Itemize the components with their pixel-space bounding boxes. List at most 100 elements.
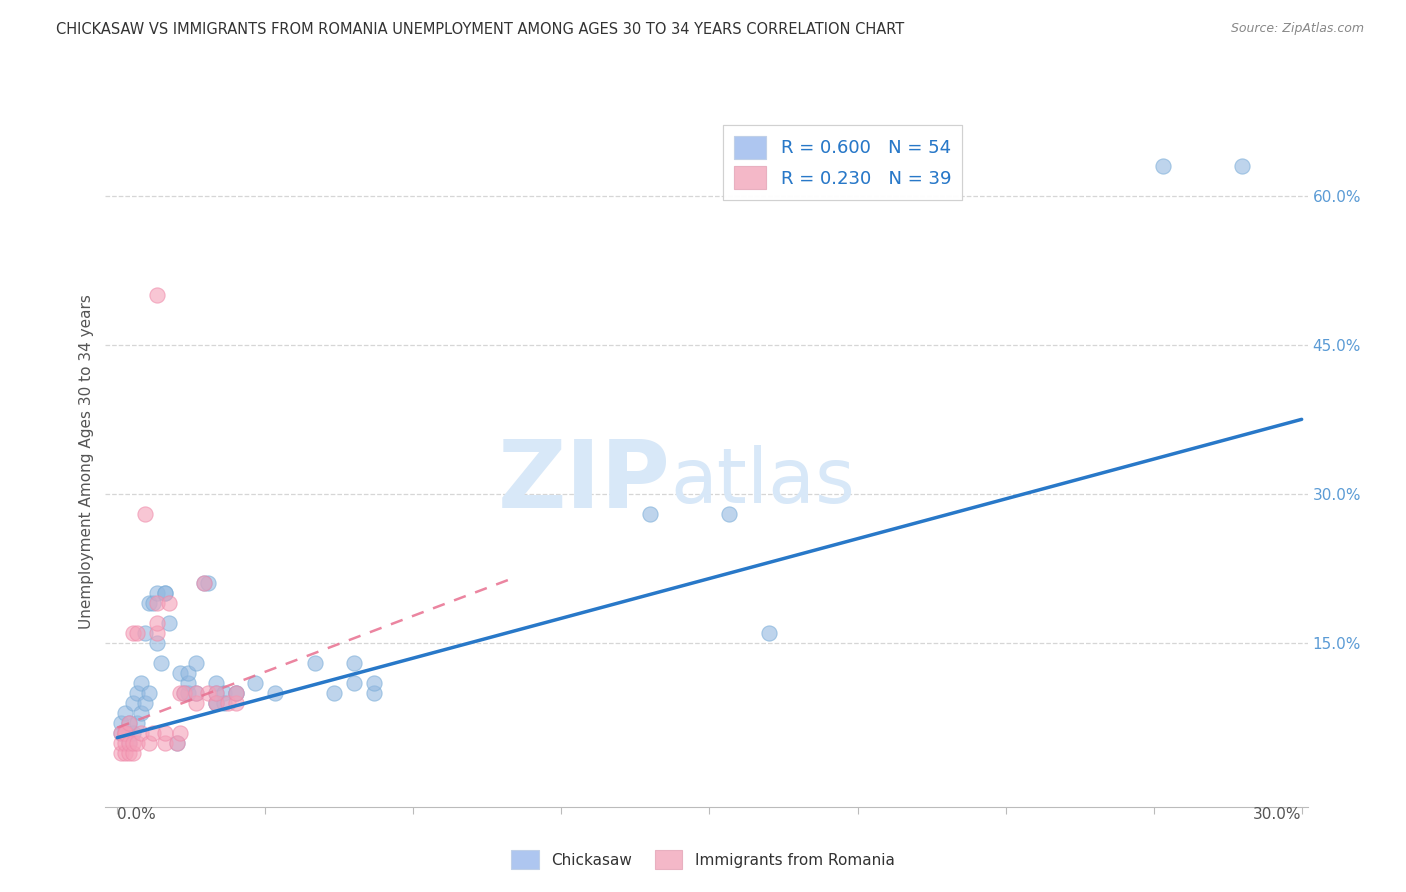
Point — [173, 686, 195, 700]
Point — [193, 576, 215, 591]
Point — [205, 696, 228, 710]
Point — [146, 636, 169, 650]
Text: 0.0%: 0.0% — [117, 807, 156, 822]
Point — [138, 736, 160, 750]
Point — [323, 686, 346, 700]
Point — [173, 686, 195, 700]
Point — [153, 736, 176, 750]
Point — [153, 586, 176, 600]
Point — [205, 696, 228, 710]
Point — [177, 686, 200, 700]
Point — [169, 686, 191, 700]
Point — [166, 736, 188, 750]
Point — [225, 686, 247, 700]
Point — [205, 676, 228, 690]
Point — [186, 686, 208, 700]
Point — [177, 676, 200, 690]
Point — [146, 288, 169, 302]
Point — [146, 616, 169, 631]
Point — [149, 656, 172, 670]
Text: Source: ZipAtlas.com: Source: ZipAtlas.com — [1230, 22, 1364, 36]
Point — [363, 686, 385, 700]
Point — [1153, 159, 1175, 173]
Point — [146, 586, 169, 600]
Point — [114, 706, 136, 720]
Point — [122, 626, 145, 640]
Point — [193, 576, 215, 591]
Y-axis label: Unemployment Among Ages 30 to 34 years: Unemployment Among Ages 30 to 34 years — [79, 294, 94, 629]
Point — [122, 736, 145, 750]
Point — [205, 686, 228, 700]
Point — [134, 626, 156, 640]
Point — [122, 725, 145, 739]
Point — [110, 746, 132, 760]
Point — [157, 596, 180, 610]
Point — [212, 696, 235, 710]
Point — [114, 725, 136, 739]
Point — [197, 686, 219, 700]
Point — [225, 686, 247, 700]
Point — [110, 725, 132, 739]
Point — [343, 676, 366, 690]
Point — [758, 626, 780, 640]
Point — [153, 725, 176, 739]
Point — [114, 725, 136, 739]
Point — [186, 686, 208, 700]
Point — [118, 736, 141, 750]
Point — [146, 596, 169, 610]
Point — [110, 715, 132, 730]
Point — [245, 676, 267, 690]
Point — [166, 736, 188, 750]
Point — [212, 686, 235, 700]
Point — [134, 696, 156, 710]
Point — [186, 656, 208, 670]
Point — [134, 507, 156, 521]
Point — [225, 686, 247, 700]
Point — [304, 656, 326, 670]
Point — [110, 736, 132, 750]
Point — [142, 725, 165, 739]
Point — [129, 706, 152, 720]
Point — [125, 736, 148, 750]
Point — [146, 626, 169, 640]
Point — [118, 746, 141, 760]
Point — [118, 715, 141, 730]
Point — [363, 676, 385, 690]
Point — [205, 686, 228, 700]
Point — [122, 696, 145, 710]
Text: ZIP: ZIP — [498, 436, 671, 528]
Point — [125, 626, 148, 640]
Point — [169, 665, 191, 680]
Point — [343, 656, 366, 670]
Point — [186, 696, 208, 710]
Point — [138, 686, 160, 700]
Point — [153, 586, 176, 600]
Point — [110, 725, 132, 739]
Point — [129, 676, 152, 690]
Point — [169, 725, 191, 739]
Point — [125, 686, 148, 700]
Point — [142, 596, 165, 610]
Text: CHICKASAW VS IMMIGRANTS FROM ROMANIA UNEMPLOYMENT AMONG AGES 30 TO 34 YEARS CORR: CHICKASAW VS IMMIGRANTS FROM ROMANIA UNE… — [56, 22, 904, 37]
Point — [138, 596, 160, 610]
Point — [129, 725, 152, 739]
Point — [118, 715, 141, 730]
Legend: R = 0.600   N = 54, R = 0.230   N = 39: R = 0.600 N = 54, R = 0.230 N = 39 — [723, 125, 962, 201]
Point — [118, 736, 141, 750]
Point — [205, 696, 228, 710]
Legend: Chickasaw, Immigrants from Romania: Chickasaw, Immigrants from Romania — [505, 844, 901, 875]
Point — [157, 616, 180, 631]
Point — [122, 746, 145, 760]
Point — [217, 696, 239, 710]
Point — [177, 665, 200, 680]
Point — [718, 507, 741, 521]
Point — [114, 746, 136, 760]
Text: atlas: atlas — [671, 445, 855, 519]
Point — [197, 576, 219, 591]
Point — [225, 696, 247, 710]
Point — [638, 507, 661, 521]
Point — [114, 736, 136, 750]
Text: 30.0%: 30.0% — [1253, 807, 1302, 822]
Point — [125, 715, 148, 730]
Point — [1232, 159, 1254, 173]
